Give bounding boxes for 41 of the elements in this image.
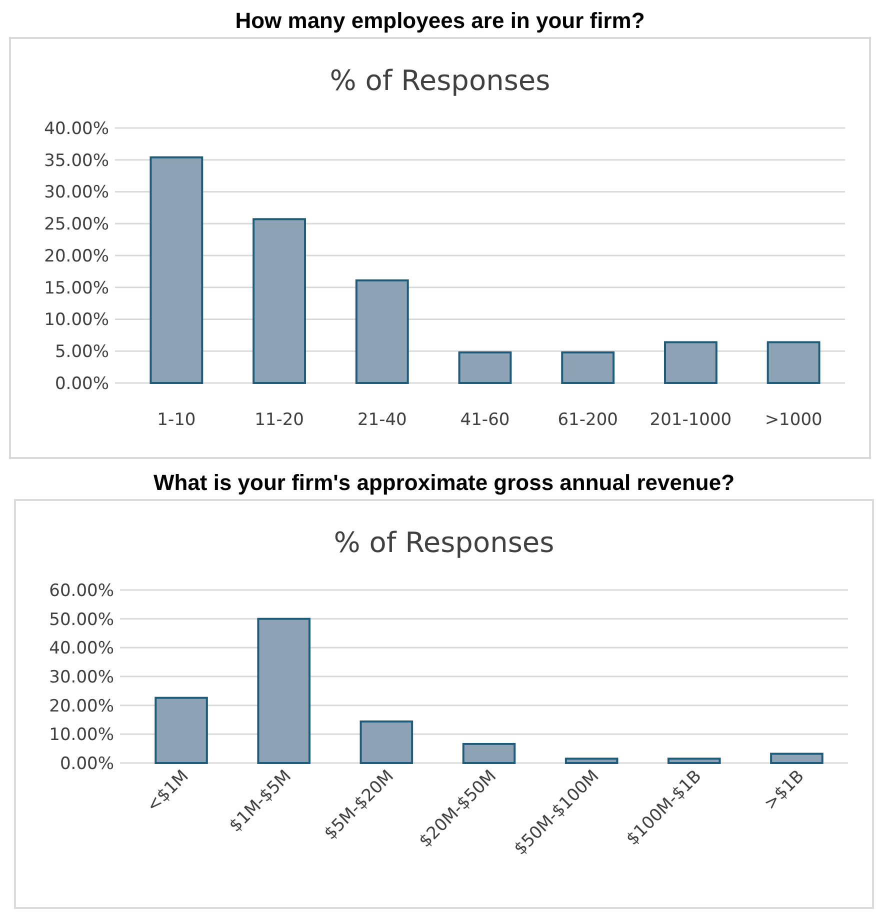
- x-tick-label: 11-20: [254, 410, 304, 430]
- chart-subtitle: % of Responses: [334, 526, 554, 559]
- bar: [668, 758, 721, 764]
- y-tick-label: 40.00%: [44, 118, 109, 139]
- x-tick-label: 1-10: [157, 410, 196, 430]
- bar: [564, 758, 618, 764]
- bar: [664, 341, 718, 384]
- y-tick-label: 40.00%: [49, 638, 114, 659]
- x-tick-label: 201-1000: [650, 410, 732, 430]
- y-tick-label: 30.00%: [49, 667, 114, 688]
- y-tick-label: 50.00%: [49, 610, 114, 630]
- bar: [766, 341, 820, 384]
- chart-subtitle: % of Responses: [330, 64, 550, 97]
- bar: [150, 156, 204, 384]
- y-tick-label: 5.00%: [54, 342, 109, 362]
- bar: [462, 742, 516, 764]
- y-tick-label: 20.00%: [49, 696, 114, 716]
- bar: [154, 696, 208, 764]
- y-tick-label: 30.00%: [44, 182, 109, 203]
- bar: [770, 752, 824, 764]
- y-tick-label: 15.00%: [44, 278, 109, 298]
- y-tick-label: 0.00%: [54, 374, 109, 394]
- bar: [355, 279, 409, 384]
- chart-title: What is your firm's approximate gross annual revenue?: [153, 470, 735, 495]
- y-tick-label: 10.00%: [44, 310, 109, 330]
- x-tick-label: >1000: [764, 410, 822, 430]
- bar: [252, 218, 306, 384]
- x-tick-label: 61-200: [558, 410, 618, 430]
- bar: [257, 618, 310, 764]
- y-tick-label: 20.00%: [44, 246, 109, 266]
- y-tick-label: 60.00%: [49, 580, 114, 601]
- y-tick-label: 35.00%: [44, 150, 109, 171]
- chart-title: How many employees are in your firm?: [235, 8, 645, 33]
- x-tick-label: 21-40: [357, 410, 407, 430]
- y-tick-label: 25.00%: [44, 214, 109, 235]
- bar: [458, 351, 512, 384]
- bar: [561, 351, 615, 384]
- y-tick-label: 10.00%: [49, 725, 114, 746]
- bar: [360, 720, 414, 764]
- y-tick-label: 0.00%: [60, 754, 114, 774]
- x-tick-label: 41-60: [460, 410, 510, 430]
